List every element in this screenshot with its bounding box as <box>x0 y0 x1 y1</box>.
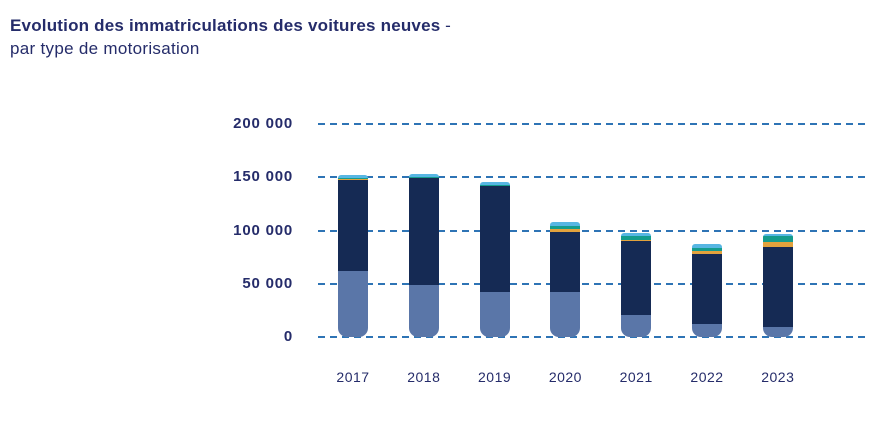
segment-light-cyan <box>479 181 510 185</box>
segment-dark-navy <box>621 241 652 315</box>
ytick-label-150000: 150 000 <box>233 168 293 186</box>
segment-dark-navy <box>692 254 722 324</box>
segment-steel-blue <box>621 314 652 337</box>
segment-orange <box>550 229 581 232</box>
ytick-label-100000: 100 000 <box>233 221 293 239</box>
segment-light-cyan <box>550 221 581 226</box>
chart-header: Evolution des immatriculations des voitu… <box>10 14 451 60</box>
bar-2018 <box>408 174 439 337</box>
segment-light-cyan <box>692 244 722 249</box>
segment-orange <box>692 251 722 255</box>
chart-title: Evolution des immatriculations des voitu… <box>10 14 451 37</box>
segment-teal-green <box>479 184 510 186</box>
ytick-label-200000: 200 000 <box>233 115 293 132</box>
bar-2021 <box>621 232 652 337</box>
gridline-100000 <box>318 229 868 232</box>
ytick-label-0: 0 <box>283 328 293 345</box>
segment-dark-navy <box>762 247 793 328</box>
segment-dark-navy <box>550 231 581 292</box>
segment-teal-green <box>762 236 793 243</box>
segment-steel-blue <box>550 291 581 337</box>
segment-light-cyan <box>621 232 652 237</box>
bar-2023 <box>762 234 793 337</box>
segment-orange <box>408 177 439 179</box>
chart-subtitle: par type de motorisation <box>10 39 200 58</box>
gridline-200000 <box>318 123 868 125</box>
bar-2017 <box>338 175 368 337</box>
segment-steel-blue <box>338 270 368 337</box>
segment-teal-green <box>621 236 652 240</box>
segment-dark-navy <box>408 178 439 286</box>
segment-light-cyan <box>338 175 368 179</box>
xtick-label-2020: 2020 <box>548 369 582 385</box>
segment-teal-green <box>550 225 581 229</box>
xtick-label-2018: 2018 <box>407 369 441 385</box>
segment-steel-blue <box>692 323 722 337</box>
xtick-label-2017: 2017 <box>336 369 370 385</box>
gridline-50000 <box>318 282 868 285</box>
segment-light-cyan <box>762 234 793 237</box>
segment-orange <box>621 239 652 242</box>
ytick-label-50000: 50 000 <box>242 274 293 292</box>
chart-title-bold: Evolution des immatriculations des voitu… <box>10 16 441 35</box>
xtick-label-2023: 2023 <box>761 369 795 385</box>
segment-dark-navy <box>479 185 510 293</box>
segment-steel-blue <box>762 327 793 337</box>
segment-steel-blue <box>479 292 510 337</box>
chart-title-dash: - <box>440 16 451 35</box>
gridline-0 <box>318 336 868 338</box>
segment-orange <box>762 242 793 247</box>
xtick-label-2022: 2022 <box>690 369 724 385</box>
bar-2019 <box>479 181 510 337</box>
xtick-label-2019: 2019 <box>478 369 512 385</box>
bar-2020 <box>550 221 581 337</box>
segment-steel-blue <box>408 285 439 337</box>
segment-orange <box>338 178 368 180</box>
segment-teal-green <box>692 248 722 252</box>
bar-2022 <box>692 244 722 337</box>
gridline-150000 <box>318 176 868 179</box>
segment-light-cyan <box>408 174 439 177</box>
xtick-label-2021: 2021 <box>619 369 653 385</box>
segment-dark-navy <box>338 179 368 271</box>
